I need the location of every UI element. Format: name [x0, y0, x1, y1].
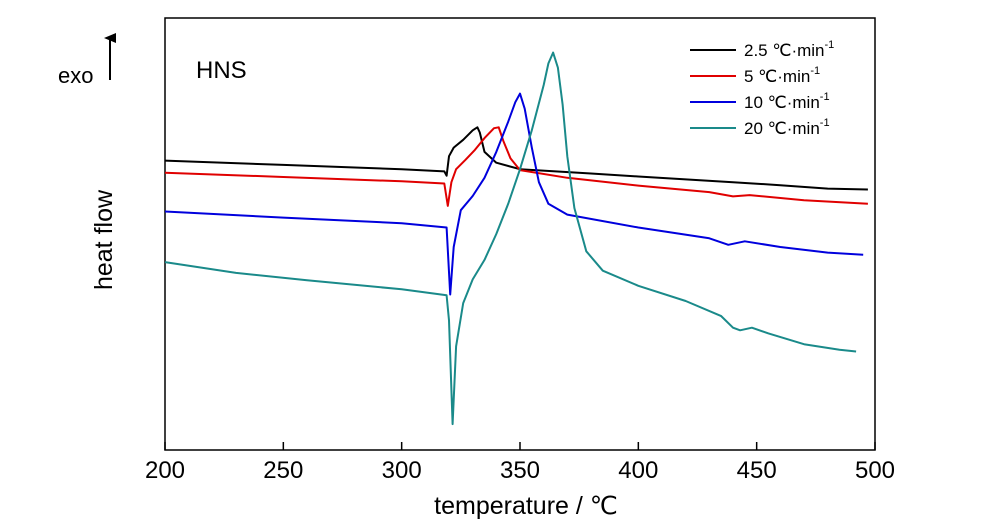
series-line-0: [164, 126, 868, 191]
x-axis-ticks: [164, 442, 876, 450]
legend-label-0: 2.5 ℃·min-1: [744, 39, 834, 60]
x-tick-label-350: 350: [500, 457, 540, 484]
x-axis-label: temperature / ℃: [434, 492, 618, 520]
legend-label-2: 10 ℃·min-1: [744, 91, 830, 112]
x-tick-label-450: 450: [737, 457, 777, 484]
exo-label: exo: [58, 63, 93, 88]
x-tick-label-400: 400: [618, 457, 658, 484]
series-line-2: [164, 92, 864, 296]
y-axis-label: heat flow: [90, 189, 118, 290]
legend-label-3: 20 ℃·min-1: [744, 117, 830, 138]
x-tick-label-250: 250: [263, 457, 303, 484]
series-lines: [164, 51, 868, 426]
legend: 2.5 ℃·min-1 5 ℃·min-1 10 ℃·min-1 20 ℃·min-1: [690, 39, 834, 138]
x-tick-label-500: 500: [855, 457, 895, 484]
sample-annotation: HNS: [196, 57, 247, 84]
series-line-3: [164, 51, 857, 426]
x-tick-label-200: 200: [145, 457, 185, 484]
legend-label-1: 5 ℃·min-1: [744, 65, 820, 86]
x-axis-tick-labels: 200 250 300 350 400 450 500: [145, 457, 895, 484]
series-line-1: [164, 126, 868, 207]
x-tick-label-300: 300: [382, 457, 422, 484]
